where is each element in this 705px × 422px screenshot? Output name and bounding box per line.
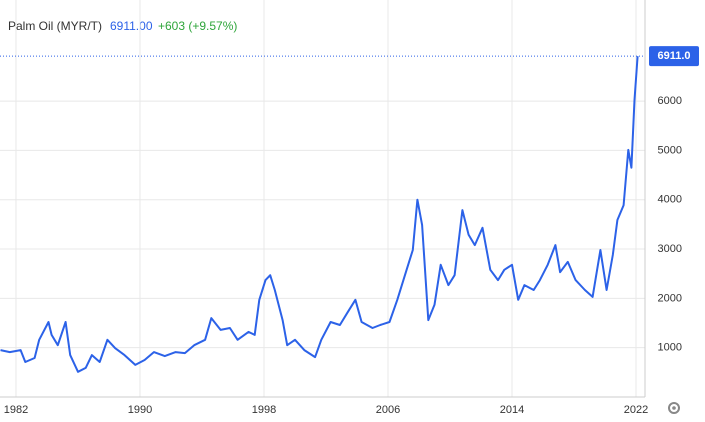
gear-ring <box>668 402 680 414</box>
x-tick-label: 2014 <box>500 404 524 416</box>
chart-title: Palm Oil (MYR/T) <box>8 19 102 33</box>
y-tick-label: 2000 <box>658 292 682 304</box>
gear-center <box>672 406 676 410</box>
settings-icon[interactable] <box>668 402 680 414</box>
change: +603 (+9.57%) <box>158 19 237 33</box>
y-tick-label: 1000 <box>658 342 682 354</box>
x-tick-label: 1998 <box>252 404 276 416</box>
x-tick-label: 2022 <box>624 404 648 416</box>
x-tick-label: 1990 <box>128 404 152 416</box>
x-tick-label: 2006 <box>376 404 400 416</box>
y-tick-label: 4000 <box>658 194 682 206</box>
price-line <box>0 56 639 373</box>
price: 6911.00 <box>110 19 153 33</box>
last-value-badge <box>649 46 699 67</box>
y-tick-label: 5000 <box>658 144 682 156</box>
x-tick-label: 1982 <box>4 404 28 416</box>
y-tick-label: 3000 <box>658 243 682 255</box>
y-tick-label: 6000 <box>658 95 682 107</box>
last-value-label: 6911.0 <box>657 50 690 62</box>
